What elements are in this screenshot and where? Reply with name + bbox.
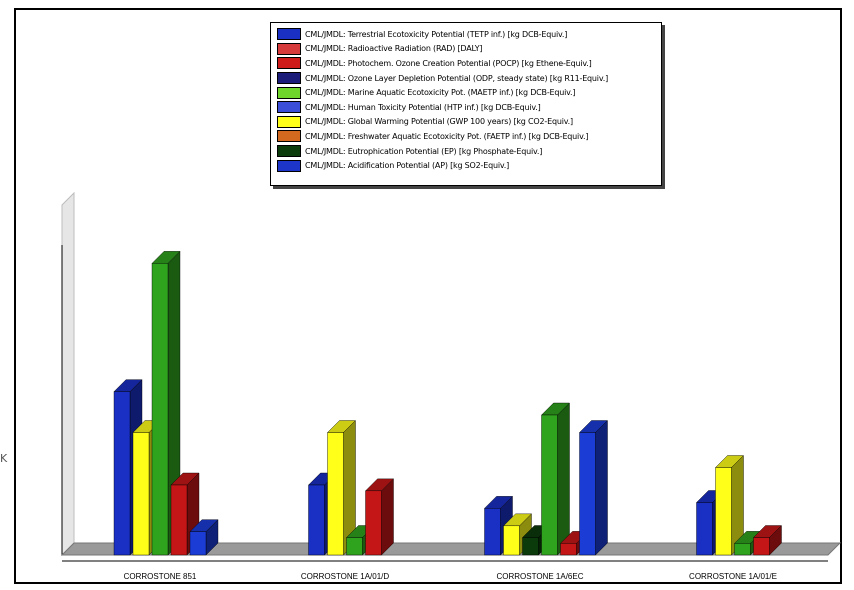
x-tick-label: CORROSTONE 1A/01/D bbox=[301, 572, 390, 581]
legend-label: CML/JMDL: Eutrophication Potential (EP) … bbox=[305, 146, 543, 156]
bar bbox=[753, 525, 782, 556]
legend-entry: CML/JMDL: Human Toxicity Potential (HTP … bbox=[277, 100, 655, 115]
bar-front bbox=[189, 531, 207, 556]
bar-front bbox=[346, 537, 363, 556]
bar-front bbox=[696, 502, 713, 556]
legend-swatch bbox=[277, 28, 301, 41]
legend-swatch bbox=[277, 159, 301, 172]
legend-entry: CML/JMDL: Photochem. Ozone Creation Pote… bbox=[277, 56, 655, 71]
x-tick-label: CORROSTONE 1A/6EC bbox=[497, 572, 584, 581]
bar-front bbox=[327, 432, 344, 556]
bar bbox=[541, 402, 570, 556]
legend-entry: CML/JMDL: Ozone Layer Depletion Potentia… bbox=[277, 71, 655, 86]
legend-swatch bbox=[277, 72, 301, 85]
legend-entry: CML/JMDL: Freshwater Aquatic Ecotoxicity… bbox=[277, 129, 655, 144]
bar bbox=[327, 420, 356, 556]
bar-front bbox=[132, 432, 150, 556]
bar-side bbox=[381, 478, 394, 556]
legend-label: CML/JMDL: Terrestrial Ecotoxicity Potent… bbox=[305, 29, 568, 39]
legend-entry: CML/JMDL: Radioactive Radiation (RAD) [D… bbox=[277, 42, 655, 57]
bar-front bbox=[560, 543, 577, 556]
legend-swatch bbox=[277, 145, 301, 158]
bar-front bbox=[715, 467, 732, 556]
bar-side bbox=[595, 420, 608, 556]
legend-entry: CML/JMDL: Eutrophication Potential (EP) … bbox=[277, 144, 655, 159]
legend-label: CML/JMDL: Radioactive Radiation (RAD) [D… bbox=[305, 44, 483, 54]
bar bbox=[189, 519, 219, 556]
legend-label: CML/JMDL: Photochem. Ozone Creation Pote… bbox=[305, 58, 592, 68]
legend-label: CML/JMDL: Marine Aquatic Ecotoxicity Pot… bbox=[305, 88, 576, 98]
x-tick-label: CORROSTONE 1A/01/E bbox=[689, 572, 777, 581]
legend-label: CML/JMDL: Ozone Layer Depletion Potentia… bbox=[305, 73, 608, 83]
bar-front bbox=[365, 490, 382, 556]
bar-front bbox=[579, 432, 596, 556]
bar-front bbox=[484, 508, 501, 556]
legend-swatch bbox=[277, 42, 301, 55]
legend-label: CML/JMDL: Freshwater Aquatic Ecotoxicity… bbox=[305, 131, 589, 141]
legend-entry: CML/JMDL: Global Warming Potential (GWP … bbox=[277, 115, 655, 130]
bar-front bbox=[308, 484, 325, 556]
left-axis-mark: K bbox=[0, 452, 8, 465]
x-tick-label: CORROSTONE 851 bbox=[124, 572, 197, 581]
legend-label: CML/JMDL: Human Toxicity Potential (HTP … bbox=[305, 102, 541, 112]
bar-front bbox=[170, 484, 188, 556]
bar-front bbox=[151, 263, 169, 556]
legend-label: CML/JMDL: Global Warming Potential (GWP … bbox=[305, 117, 573, 127]
bar-front bbox=[753, 537, 770, 556]
bar-front bbox=[541, 414, 558, 556]
bar bbox=[503, 513, 532, 556]
legend-entry: CML/JMDL: Terrestrial Ecotoxicity Potent… bbox=[277, 27, 655, 42]
bar bbox=[715, 455, 744, 556]
legend-swatch bbox=[277, 115, 301, 128]
legend-entry: CML/JMDL: Marine Aquatic Ecotoxicity Pot… bbox=[277, 85, 655, 100]
legend-swatch bbox=[277, 130, 301, 143]
legend-label: CML/JMDL: Acidification Potential (AP) [… bbox=[305, 161, 510, 171]
legend-entry: CML/JMDL: Acidification Potential (AP) [… bbox=[277, 158, 655, 173]
bar-front bbox=[503, 525, 520, 556]
chart-back-wall bbox=[61, 191, 75, 557]
bar bbox=[365, 478, 394, 556]
legend-swatch bbox=[277, 86, 301, 99]
bar-side bbox=[557, 402, 570, 556]
bar-front bbox=[734, 543, 751, 556]
bar-front bbox=[522, 537, 539, 556]
chart-legend: CML/JMDL: Terrestrial Ecotoxicity Potent… bbox=[270, 22, 662, 186]
bar-front bbox=[113, 391, 131, 556]
legend-swatch bbox=[277, 101, 301, 114]
bar bbox=[579, 420, 608, 556]
legend-swatch bbox=[277, 57, 301, 70]
